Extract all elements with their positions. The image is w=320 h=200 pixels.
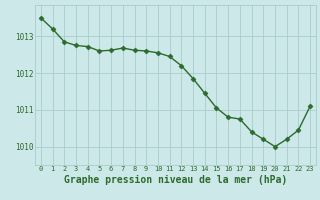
X-axis label: Graphe pression niveau de la mer (hPa): Graphe pression niveau de la mer (hPa) — [64, 175, 287, 185]
